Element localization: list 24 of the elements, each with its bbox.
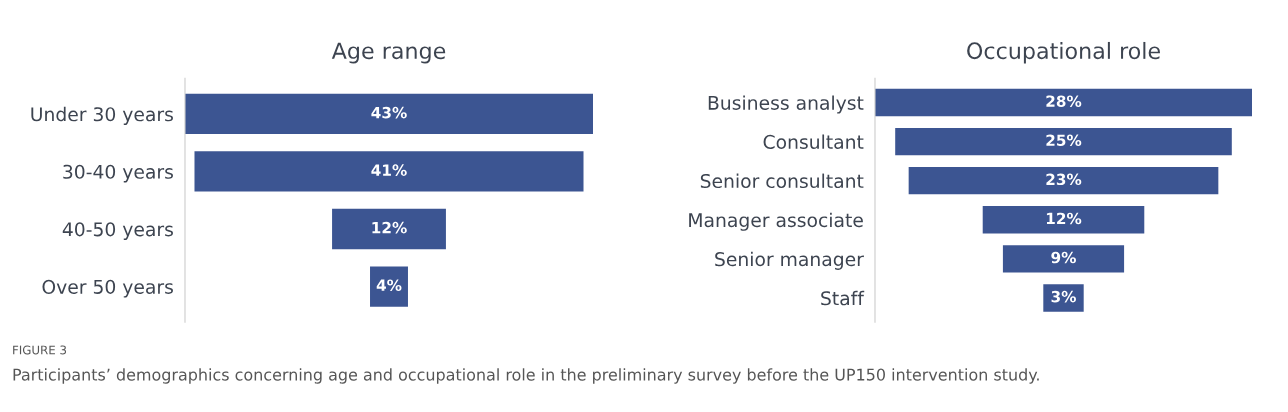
caption: FIGURE 3 (13, 345, 67, 355)
data-label: 25% (1046, 134, 1082, 147)
category-label: Under 30 years (31, 106, 173, 125)
category-label: Consultant (763, 134, 864, 149)
category-label: Senior consultant (700, 173, 864, 189)
category-label: 30-40 years (63, 164, 173, 183)
text: Occupational role (967, 41, 1160, 64)
data-label: 4% (376, 279, 402, 291)
text: Age range (331, 42, 446, 64)
category-label: Over 50 years (42, 279, 173, 298)
data-label: 43% (371, 106, 407, 119)
category-label: Senior manager (715, 251, 864, 270)
data-label: 3% (1051, 290, 1076, 303)
category-label: Manager associate (689, 212, 863, 231)
data-label: 9% (1051, 251, 1076, 264)
category-label: 40-50 years (62, 222, 173, 241)
data-label: 41% (371, 164, 407, 176)
data-label: 23% (1046, 173, 1082, 186)
data-label: 12% (372, 221, 407, 234)
data-label: 12% (1046, 212, 1082, 225)
category-label: Staff (821, 290, 865, 306)
text: Participants’ demographics concerning age and occupational role in the preliminary survey before the UP150 intervention study. (13, 368, 1039, 384)
category-label: Business analyst (708, 95, 864, 114)
data-label: 28% (1046, 95, 1082, 107)
